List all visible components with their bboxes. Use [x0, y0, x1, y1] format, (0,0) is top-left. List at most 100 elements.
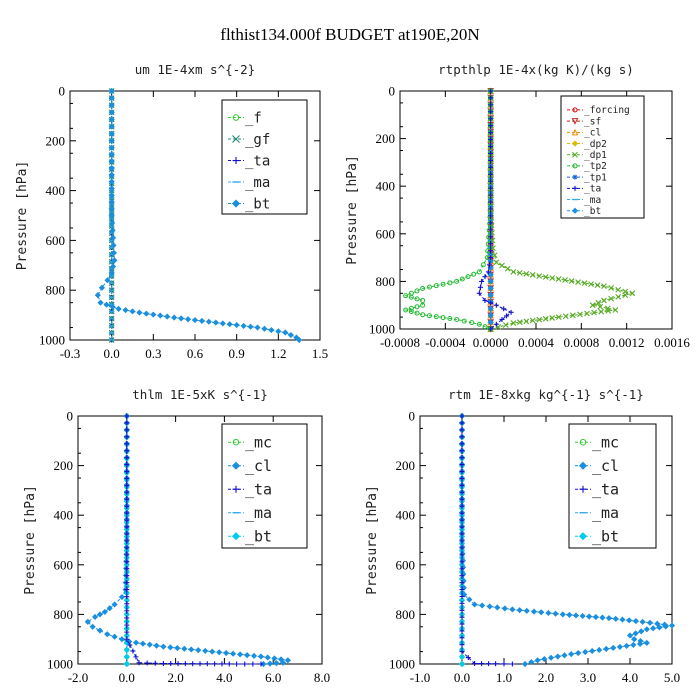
legend-item-ma: _ma [567, 195, 601, 206]
data-point [123, 646, 130, 653]
data-point [108, 212, 115, 219]
data-point [459, 441, 465, 447]
data-point [459, 482, 465, 488]
data-point [488, 326, 494, 332]
legend-item-forcing: _forcing [567, 105, 630, 116]
data-point [588, 281, 594, 288]
data-point [459, 434, 465, 440]
series-cl [84, 412, 291, 668]
data-point [488, 241, 494, 247]
data-point [108, 198, 115, 205]
data-point [146, 641, 153, 648]
data-point [479, 661, 485, 667]
data-point [508, 309, 514, 315]
data-point [408, 290, 414, 296]
data-point [124, 517, 130, 523]
data-point [108, 109, 115, 116]
y-tick-label: 600 [54, 557, 74, 572]
data-point [487, 312, 494, 319]
data-point [488, 248, 494, 254]
data-point [124, 580, 130, 586]
data-point [459, 621, 465, 627]
data-point [414, 296, 420, 302]
data-point [501, 306, 507, 312]
data-point [124, 636, 130, 642]
data-point [504, 313, 510, 319]
data-point [143, 310, 150, 317]
data-point [171, 314, 178, 321]
legend-marker [572, 163, 578, 169]
data-point [465, 655, 471, 661]
y-tick-label: 0 [59, 84, 66, 99]
data-point [595, 299, 602, 306]
data-point [465, 274, 471, 280]
data-point [476, 269, 482, 275]
data-point [133, 654, 139, 660]
data-point [471, 601, 478, 608]
legend-marker [232, 438, 240, 446]
data-point [212, 661, 218, 667]
data-point [566, 611, 573, 618]
data-point [124, 615, 130, 621]
legend-label: _tp2 [584, 161, 607, 172]
data-point [459, 593, 465, 599]
data-point [266, 660, 274, 667]
data-point [198, 317, 206, 324]
data-point [168, 661, 174, 667]
y-tick-label: 600 [396, 557, 416, 572]
data-point [646, 619, 654, 626]
data-point [237, 651, 244, 658]
data-point [493, 302, 499, 308]
data-point [547, 654, 555, 661]
data-point [477, 284, 483, 290]
legend-item-gf: _gf [228, 132, 270, 148]
series-ta [459, 413, 515, 667]
data-point [243, 652, 251, 659]
data-point [568, 651, 575, 658]
data-point [487, 291, 494, 299]
data-point [181, 645, 188, 652]
data-point [124, 469, 130, 475]
data-point [94, 292, 101, 299]
legend-item-bt: _bt [228, 196, 270, 212]
data-point [118, 636, 125, 643]
y-tick-label: 600 [46, 233, 66, 248]
data-point [482, 297, 488, 303]
data-point [459, 420, 465, 426]
data-point [164, 313, 171, 320]
legend-item-ta: _ta [567, 184, 601, 195]
data-point [459, 566, 465, 572]
data-point [195, 647, 202, 654]
data-point [589, 647, 596, 655]
data-point [499, 316, 505, 322]
data-point [516, 319, 523, 326]
data-point [488, 95, 494, 101]
data-point [488, 88, 494, 94]
data-point [226, 321, 233, 328]
data-point [656, 624, 663, 631]
data-point [626, 617, 633, 624]
data-point [579, 612, 586, 620]
data-point [488, 255, 494, 261]
data-point [110, 249, 118, 256]
legend-label: _cl [592, 457, 619, 475]
data-point [459, 448, 465, 454]
data-point [459, 413, 465, 419]
data-point [461, 318, 467, 324]
data-point [414, 310, 420, 316]
x-tick-label: -0.0004 [425, 335, 466, 350]
data-point [296, 336, 303, 344]
data-point [414, 288, 420, 294]
data-point [454, 278, 460, 284]
y-axis-label: Pressure [hPa] [345, 155, 360, 265]
data-point [510, 268, 517, 275]
data-point [447, 280, 453, 286]
data-point [615, 286, 622, 293]
data-point [184, 316, 192, 323]
data-point [528, 659, 535, 666]
y-tick-label: 1000 [39, 333, 65, 348]
data-point [108, 116, 115, 123]
data-point [250, 652, 258, 659]
data-point [250, 661, 256, 667]
data-point [637, 640, 644, 647]
